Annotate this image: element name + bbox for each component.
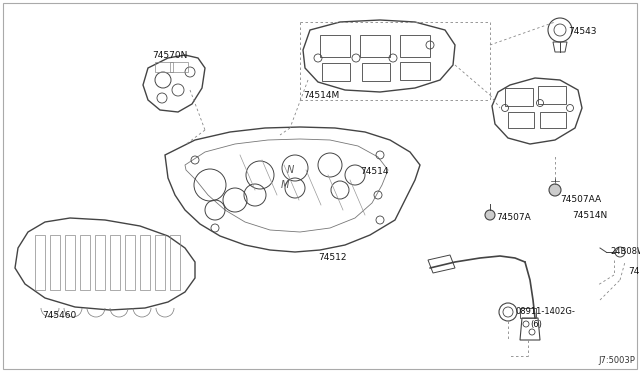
Text: 74507AA: 74507AA (560, 196, 601, 205)
Bar (538, 86, 566, 104)
Bar (400, 35, 430, 57)
Bar (125, 235, 135, 290)
Text: 08911-1402G-: 08911-1402G- (515, 308, 575, 317)
Bar (520, 308, 536, 318)
Bar (362, 63, 390, 81)
Bar (540, 112, 566, 128)
Text: (6): (6) (530, 321, 542, 330)
Bar (508, 112, 534, 128)
Bar (35, 235, 45, 290)
Text: M: M (281, 180, 289, 190)
Bar (360, 35, 390, 57)
Bar (505, 88, 533, 106)
Text: 24B08W: 24B08W (610, 247, 640, 257)
Text: 74570N: 74570N (152, 51, 188, 60)
Bar (322, 63, 350, 81)
Bar (400, 62, 430, 80)
Text: 74514N: 74514N (572, 211, 607, 219)
Circle shape (549, 184, 561, 196)
Text: 74510: 74510 (628, 267, 640, 276)
Bar (170, 235, 180, 290)
Text: J7:5003P: J7:5003P (598, 356, 635, 365)
Text: 74514M: 74514M (303, 90, 339, 99)
Text: N: N (286, 165, 294, 175)
Bar (65, 235, 75, 290)
Bar (170, 62, 188, 72)
Circle shape (485, 210, 495, 220)
Text: 74543: 74543 (568, 28, 596, 36)
Bar (80, 235, 90, 290)
Bar (95, 235, 105, 290)
Bar (110, 235, 120, 290)
Text: 74512: 74512 (318, 253, 346, 263)
Bar (50, 235, 60, 290)
Bar (320, 35, 350, 57)
Text: 74507A: 74507A (496, 214, 531, 222)
Bar (140, 235, 150, 290)
Text: 745460: 745460 (42, 311, 76, 320)
Bar (155, 235, 165, 290)
Bar (155, 62, 173, 72)
Text: 74514: 74514 (360, 167, 388, 176)
